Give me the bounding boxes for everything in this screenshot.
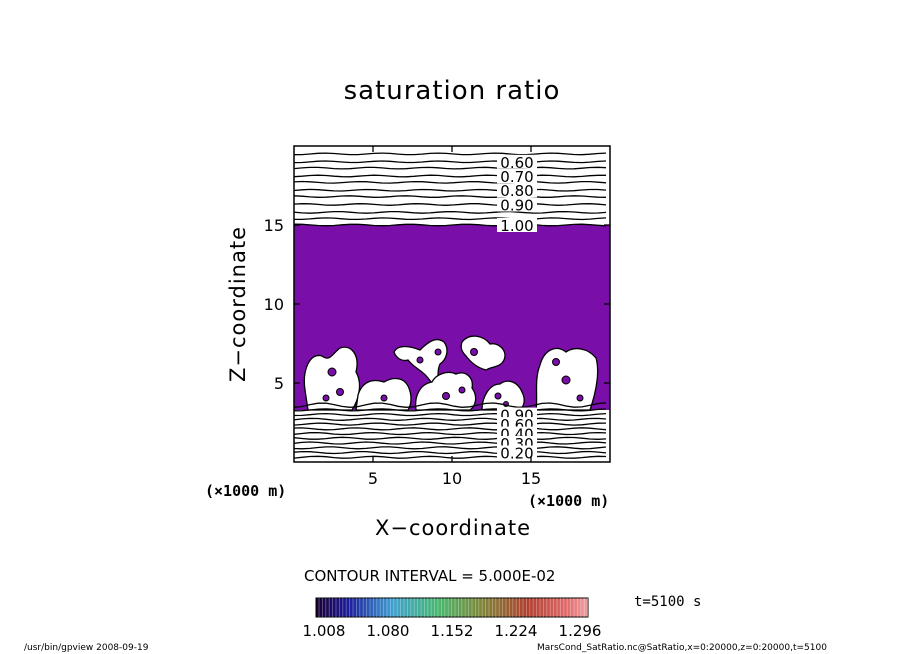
x-tick-label: 10	[442, 469, 462, 488]
contour-label-bg	[497, 218, 537, 232]
contour-line	[294, 174, 606, 178]
colorbar-stripes	[318, 598, 588, 617]
y-tick-label: 5	[274, 374, 284, 393]
colorbar-tick-label: 1.296	[558, 622, 602, 640]
contour-line	[294, 412, 607, 417]
contour-line	[294, 446, 607, 450]
colorbar-tick-label: 1.152	[430, 622, 474, 640]
contour-line	[294, 203, 607, 206]
contour-line	[294, 223, 607, 227]
contour-line	[294, 180, 607, 184]
footer-file-info: MarsCond_SatRatio.nc@SatRatio,x=0:20000,…	[537, 643, 827, 653]
plot-area: 0.600.700.800.901.000.900.600.400.300.20	[294, 152, 610, 463]
colorbar-tick-label: 1.080	[366, 622, 410, 640]
contour-line	[294, 455, 607, 459]
colorbar-tick-label: 1.008	[302, 622, 346, 640]
contour-line	[294, 436, 607, 440]
contour-line	[294, 152, 607, 156]
contour-label-bg	[497, 183, 537, 198]
x-tick-label: 15	[521, 469, 541, 488]
contour-label-bg	[497, 445, 537, 460]
contour-line	[294, 217, 607, 221]
contour-label-bg	[497, 169, 537, 183]
contour-labels: 0.600.700.800.901.000.900.600.400.300.20	[497, 154, 537, 463]
y-axis-ticks: 5 10 15	[264, 216, 610, 393]
contour-line	[294, 166, 607, 170]
x-axis-label: X−coordinate	[375, 516, 531, 540]
contour-line	[294, 195, 607, 198]
contour-label: 0.60	[500, 154, 533, 172]
colorbar	[315, 597, 589, 618]
colorbar-tick-label: 1.224	[494, 622, 538, 640]
plume-speckles	[322, 348, 584, 407]
contour-lines	[294, 152, 607, 459]
contour-label: 0.70	[500, 168, 533, 186]
contour-label-bg	[497, 154, 537, 169]
x-axis-unit: (×1000 m)	[528, 492, 610, 510]
contour-line	[294, 160, 607, 164]
footer-program-info: /usr/bin/gpview 2008-09-19	[24, 643, 149, 653]
contour-line	[294, 427, 607, 431]
contour-line	[294, 408, 607, 412]
x-tick-label: 5	[368, 469, 378, 488]
contour-label: 0.20	[500, 445, 533, 463]
y-axis-unit: (×1000 m)	[205, 482, 287, 500]
contour-line	[294, 422, 607, 426]
contour-label-bg	[497, 197, 537, 212]
time-label: t=5100 s	[634, 594, 702, 610]
contour-interval-text: CONTOUR INTERVAL = 5.000E-02	[304, 567, 556, 585]
chart-title: saturation ratio	[343, 76, 561, 106]
y-tick-label: 15	[264, 216, 284, 235]
contour-line	[294, 210, 607, 214]
contour-line	[294, 188, 607, 192]
contour-label: 0.80	[500, 182, 533, 200]
contour-label: 0.90	[500, 197, 533, 215]
contour-label: 1.00	[500, 217, 533, 235]
y-axis-label: Z−coordinate	[226, 226, 250, 382]
contour-line	[294, 441, 607, 445]
x-axis-ticks: 5 10 15	[368, 146, 541, 488]
y-tick-label: 10	[264, 295, 284, 314]
contour-line	[294, 402, 607, 408]
contour-line	[294, 417, 607, 421]
contour-line	[294, 431, 607, 436]
contour-line	[294, 450, 607, 455]
